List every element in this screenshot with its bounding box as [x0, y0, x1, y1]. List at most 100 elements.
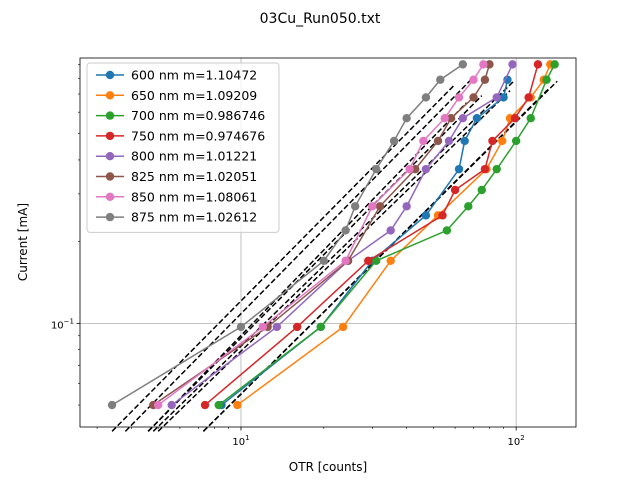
x-tick-label: 102 — [508, 434, 525, 448]
legend-item-3: 750 nm m=0.974676 — [96, 128, 265, 143]
fit-line-3 — [157, 90, 511, 432]
series-point-4 — [508, 60, 517, 69]
series-point-2 — [442, 226, 452, 235]
legend-label: 600 nm m=1.10472 — [131, 68, 257, 83]
x-axis-label: OTR [counts] — [289, 460, 367, 474]
series-point-7 — [458, 60, 468, 69]
legend-label: 650 nm m=1.09209 — [131, 88, 257, 103]
series-point-3 — [480, 164, 490, 174]
series-point-2 — [542, 75, 551, 84]
series-point-3 — [438, 211, 447, 220]
series-point-1 — [338, 322, 348, 332]
series-point-3 — [510, 114, 520, 123]
series-point-6 — [440, 114, 449, 123]
series-point-7 — [236, 322, 246, 332]
series-point-3 — [292, 322, 302, 332]
series-point-3 — [364, 256, 373, 266]
series-layer — [107, 60, 559, 410]
series-point-5 — [485, 60, 494, 69]
legend-item-7: 875 nm m=1.02612 — [96, 210, 257, 225]
legend-swatch-marker — [105, 70, 115, 80]
legend-swatch-marker — [105, 111, 115, 120]
fit-line-5 — [147, 102, 468, 432]
legend-label: 825 nm m=1.02051 — [131, 169, 257, 184]
series-point-0 — [421, 211, 431, 220]
y-tick-label-base: 10 — [51, 320, 64, 331]
series-point-6 — [368, 202, 377, 211]
series-point-1 — [386, 256, 395, 266]
series-point-3 — [200, 400, 210, 410]
series-point-1 — [233, 400, 242, 410]
series-point-5 — [480, 75, 490, 84]
series-point-2 — [316, 322, 325, 332]
legend-label: 700 nm m=0.986746 — [131, 108, 265, 123]
series-point-2 — [550, 60, 559, 69]
series-point-2 — [511, 136, 521, 146]
legend-label: 750 nm m=0.974676 — [131, 128, 265, 143]
series-point-6 — [341, 256, 350, 266]
legend: 600 nm m=1.10472 650 nm m=1.09209 700 nm m… — [86, 62, 280, 233]
series-point-6 — [405, 164, 414, 174]
chart-title: 03Cu_Run050.txt — [260, 11, 381, 27]
fit-line-4 — [147, 95, 483, 432]
series-point-6 — [153, 400, 163, 410]
y-tick-label-exponent: −1 — [64, 317, 74, 325]
x-tick-label-exponent: 2 — [520, 434, 524, 442]
series-point-5 — [446, 114, 456, 123]
fit-line-6 — [124, 79, 472, 432]
y-axis-label: Current [mA] — [16, 203, 30, 281]
series-point-5 — [469, 93, 478, 102]
series-point-7 — [319, 256, 329, 266]
series-point-4 — [402, 202, 411, 211]
series-point-7 — [436, 75, 445, 84]
legend-item-4: 800 nm m=1.01221 — [96, 149, 257, 164]
series-2 — [214, 60, 559, 410]
series-line-5 — [152, 64, 491, 406]
series-point-6 — [479, 60, 488, 69]
legend-swatch-marker — [105, 91, 115, 100]
series-point-4 — [272, 322, 282, 332]
plot-area-frame — [79, 57, 577, 428]
series-point-7 — [402, 114, 411, 123]
series-point-7 — [389, 136, 399, 146]
legend-label: 800 nm m=1.01221 — [131, 149, 257, 164]
series-point-5 — [375, 202, 385, 211]
series-7 — [107, 60, 468, 410]
series-line-1 — [236, 64, 551, 406]
series-point-6 — [258, 322, 267, 332]
series-point-7 — [371, 164, 381, 174]
series-point-3 — [524, 93, 533, 102]
series-6 — [153, 60, 488, 410]
legend-box — [86, 62, 280, 233]
series-line-6 — [157, 63, 484, 406]
x-tick-label-base: 10 — [232, 437, 245, 448]
legend-swatch-marker — [105, 172, 115, 181]
series-point-1 — [498, 136, 507, 146]
legend-swatch-marker — [105, 192, 115, 201]
series-4 — [167, 60, 517, 410]
series-point-7 — [341, 226, 350, 235]
legend-item-1: 650 nm m=1.09209 — [96, 88, 257, 103]
series-point-4 — [444, 136, 454, 146]
x-tick-label: 101 — [232, 434, 249, 448]
series-point-3 — [450, 185, 460, 195]
series-point-4 — [386, 226, 395, 235]
series-point-7 — [421, 93, 431, 102]
legend-item-2: 700 nm m=0.986746 — [96, 108, 265, 123]
series-1 — [233, 60, 555, 410]
series-line-3 — [204, 64, 539, 406]
legend-item-5: 825 nm m=1.02051 — [96, 169, 257, 184]
x-tick-label-exponent: 1 — [245, 434, 249, 442]
series-point-2 — [477, 185, 486, 195]
series-point-2 — [464, 202, 473, 211]
fit-line-7 — [111, 83, 456, 432]
legend-item-0: 600 nm m=1.10472 — [96, 68, 257, 83]
legend-swatch-marker — [105, 152, 115, 161]
y-tick-label: 10−1 — [51, 317, 74, 331]
series-point-2 — [526, 114, 535, 123]
series-point-5 — [433, 136, 443, 146]
series-point-7 — [350, 202, 360, 211]
series-point-7 — [107, 400, 117, 410]
